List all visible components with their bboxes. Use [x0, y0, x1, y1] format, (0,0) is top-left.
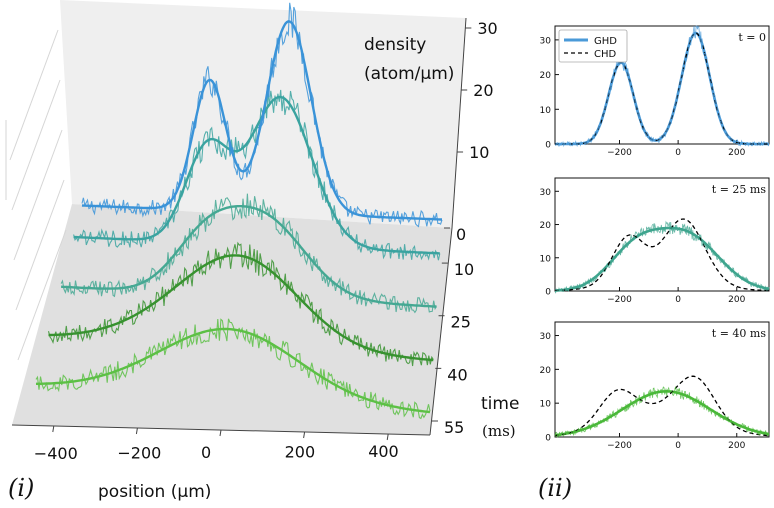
x-tick-label: −200	[607, 295, 632, 305]
series-chd	[555, 218, 769, 292]
y-tick-label: 10	[540, 400, 552, 410]
time-label-line2: (ms)	[482, 422, 516, 440]
density-label-line2: (atom/μm)	[364, 64, 454, 84]
subplot-time-label: t = 40 ms	[712, 327, 767, 340]
time-tick-label: 25	[451, 313, 471, 332]
x-tick-label: 0	[675, 148, 681, 158]
y-tick-label: 0	[545, 288, 551, 298]
x-tick-label: 0	[201, 443, 211, 462]
time-tick-label: 40	[447, 365, 467, 384]
y-tick-label: 10	[540, 254, 552, 264]
panel-label-i: (i)	[8, 474, 34, 502]
z-tick-label: 30	[477, 19, 497, 38]
legend: GHD CHD	[558, 29, 628, 63]
x-tick-label: 0	[675, 441, 681, 451]
waterfall-axes: 10 20 30 0 10 25 40 55 −400 −200 0 200 400	[34, 19, 498, 463]
subplot-2: 0 10 20 30 −200 0 200 t = 40 ms	[540, 321, 770, 451]
x-tick-label: −200	[117, 443, 161, 462]
waterfall-data-t40	[47, 241, 434, 367]
x-tick-label: 200	[728, 441, 745, 451]
y-tick-label: 30	[540, 188, 552, 198]
waterfall-fit-t0	[81, 20, 442, 221]
panel-label-ii: (ii)	[538, 474, 572, 502]
series-data	[555, 25, 770, 148]
floor-plane	[12, 204, 452, 435]
x-tick-label: 200	[728, 295, 745, 305]
x-tick-label: −200	[607, 148, 632, 158]
x-tick-label: −400	[34, 444, 78, 463]
z-tick-label: 10	[469, 143, 489, 162]
x-tick-label: −200	[607, 441, 632, 451]
waterfall-data-t55	[35, 318, 431, 420]
x-tick	[303, 431, 306, 439]
legend-ghd-label: GHD	[594, 36, 617, 47]
waterfall-fit-t10	[73, 95, 440, 255]
x-tick-label: 200	[728, 148, 745, 158]
y-tick-label: 0	[545, 434, 551, 444]
waterfall-fit-t25	[61, 205, 437, 308]
x-tick-label: 200	[285, 443, 316, 462]
z-tick-label: 20	[473, 81, 493, 100]
y-tick-label: 30	[540, 332, 552, 342]
legend-box	[558, 29, 628, 63]
z-axis-spine	[451, 17, 467, 229]
waterfall-data-t25	[60, 193, 437, 314]
waterfall-plot-i: 10 20 30 0 10 25 40 55 −400 −200 0 200 400 density (…	[5, 0, 519, 502]
x-tick	[386, 433, 389, 441]
y-tick-label: 20	[540, 366, 552, 376]
x-tick	[52, 425, 55, 433]
subplot-1: 0 10 20 30 −200 0 200 t = 25 ms	[540, 177, 770, 305]
y-tick-label: 20	[540, 71, 552, 81]
y-tick-label: 30	[540, 36, 552, 46]
subplot-frame	[554, 321, 770, 438]
time-label-line1: time	[481, 394, 519, 414]
subplot-time-label: t = 25 ms	[712, 183, 767, 196]
subplot-time-label: t = 0	[738, 31, 766, 44]
time-tick-label: 0	[456, 225, 466, 244]
x-tick-label: 0	[675, 295, 681, 305]
waterfall-curves	[35, 2, 443, 420]
series-data	[554, 220, 770, 294]
x-tick	[219, 429, 222, 437]
time-tick-label: 55	[444, 418, 464, 437]
legend-chd-label: CHD	[594, 49, 617, 60]
waterfall-fit-t40	[48, 254, 434, 362]
y-tick-label: 20	[540, 221, 552, 231]
waterfall-fit-t55	[36, 327, 431, 414]
time-tick-label: 10	[454, 260, 474, 279]
side-wall-grid	[5, 29, 67, 361]
time-axis-spine	[429, 227, 453, 436]
position-axis-label: position (μm)	[98, 482, 211, 502]
subplot-0: 0 10 20 30 −200 0 200 t = 0 GHD CHD	[540, 25, 770, 158]
density-label-line1: density	[364, 35, 426, 55]
x-tick-label: 400	[368, 442, 399, 461]
x-tick	[135, 427, 138, 435]
y-tick-label: 10	[540, 106, 552, 116]
series-data	[554, 386, 770, 438]
y-tick-label: 0	[545, 141, 551, 151]
